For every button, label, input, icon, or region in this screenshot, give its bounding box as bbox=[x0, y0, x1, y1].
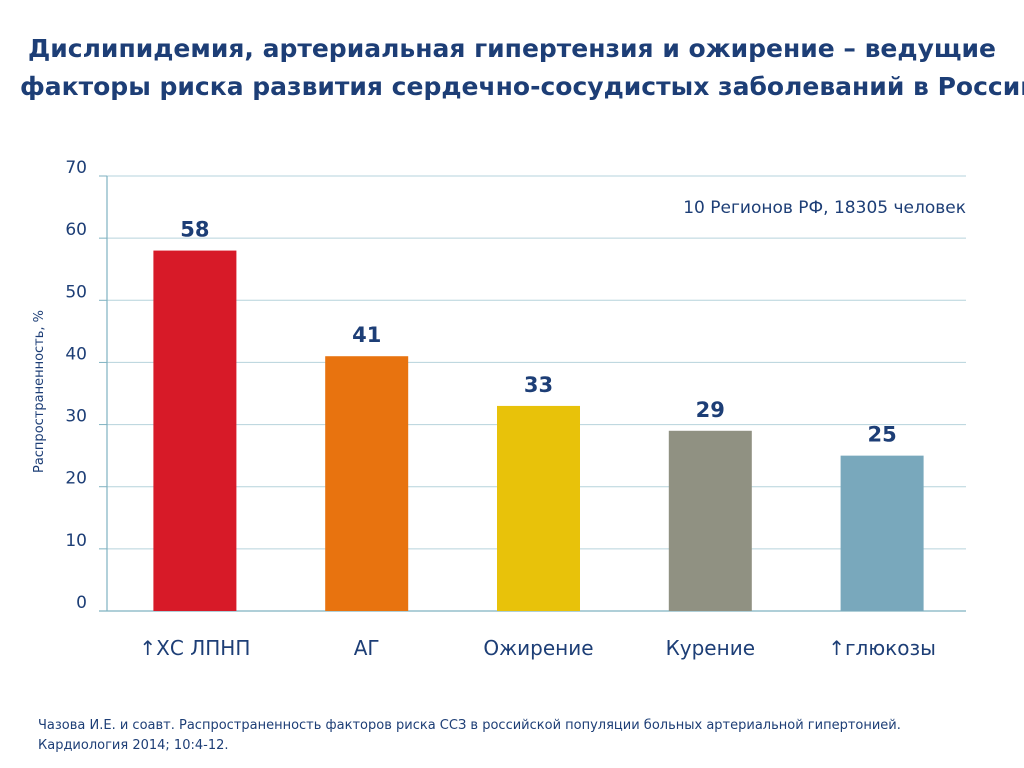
bar-3 bbox=[497, 405, 580, 611]
chart-title-line-1: Дислипидемия, артериальная гипертензия и… bbox=[28, 34, 996, 63]
value-label-5: 25 bbox=[867, 423, 896, 447]
y-tick-labels: 0 10 20 30 40 50 60 70 bbox=[65, 158, 87, 613]
y-tick-label: 0 bbox=[76, 593, 87, 613]
bars bbox=[153, 250, 924, 612]
value-labels: 58 41 33 29 25 bbox=[180, 218, 896, 447]
category-label-5: ↑глюкозы bbox=[828, 636, 936, 660]
category-label-2: АГ bbox=[354, 636, 380, 660]
chart-title-line-2: факторы риска развития сердечно-сосудист… bbox=[20, 72, 1024, 101]
category-label-4: Курение bbox=[666, 636, 755, 660]
bar-chart: 0 10 20 30 40 50 60 70 58 41 33 29 25 ↑ХС ЛПНП АГ Ожи… bbox=[32, 158, 966, 660]
y-tick-label: 60 bbox=[65, 220, 87, 240]
chart-annotation: 10 Регионов РФ, 18305 человек bbox=[683, 198, 966, 218]
chart-title: Дислипидемия, артериальная гипертензия и… bbox=[20, 30, 1024, 106]
value-label-3: 33 bbox=[524, 373, 553, 397]
footnote-line-2: Кардиология 2014; 10:4-12. bbox=[38, 738, 229, 753]
bar-1 bbox=[153, 250, 237, 612]
y-tick-label: 40 bbox=[65, 344, 87, 364]
y-tick-label: 10 bbox=[65, 531, 87, 551]
footnote-line-1: Чазова И.Е. и соавт. Распространенность … bbox=[38, 718, 901, 733]
value-label-2: 41 bbox=[352, 323, 381, 347]
bar-4 bbox=[668, 430, 752, 611]
category-label-1: ↑ХС ЛПНП bbox=[139, 636, 250, 660]
y-axis-label: Распространенность, % bbox=[32, 310, 47, 473]
category-label-3: Ожирение bbox=[483, 636, 593, 660]
y-tick-label: 70 bbox=[65, 158, 87, 178]
bar-5 bbox=[840, 455, 924, 611]
source-footnote: Чазова И.Е. и соавт. Распространенность … bbox=[38, 716, 998, 756]
value-label-4: 29 bbox=[696, 398, 725, 422]
y-tick-label: 30 bbox=[65, 407, 87, 427]
bar-2 bbox=[325, 356, 409, 611]
y-tick-label: 20 bbox=[65, 469, 87, 489]
value-label-1: 58 bbox=[180, 218, 209, 242]
category-labels: ↑ХС ЛПНП АГ Ожирение Курение ↑глюкозы bbox=[139, 636, 935, 660]
y-tick-label: 50 bbox=[65, 282, 87, 302]
